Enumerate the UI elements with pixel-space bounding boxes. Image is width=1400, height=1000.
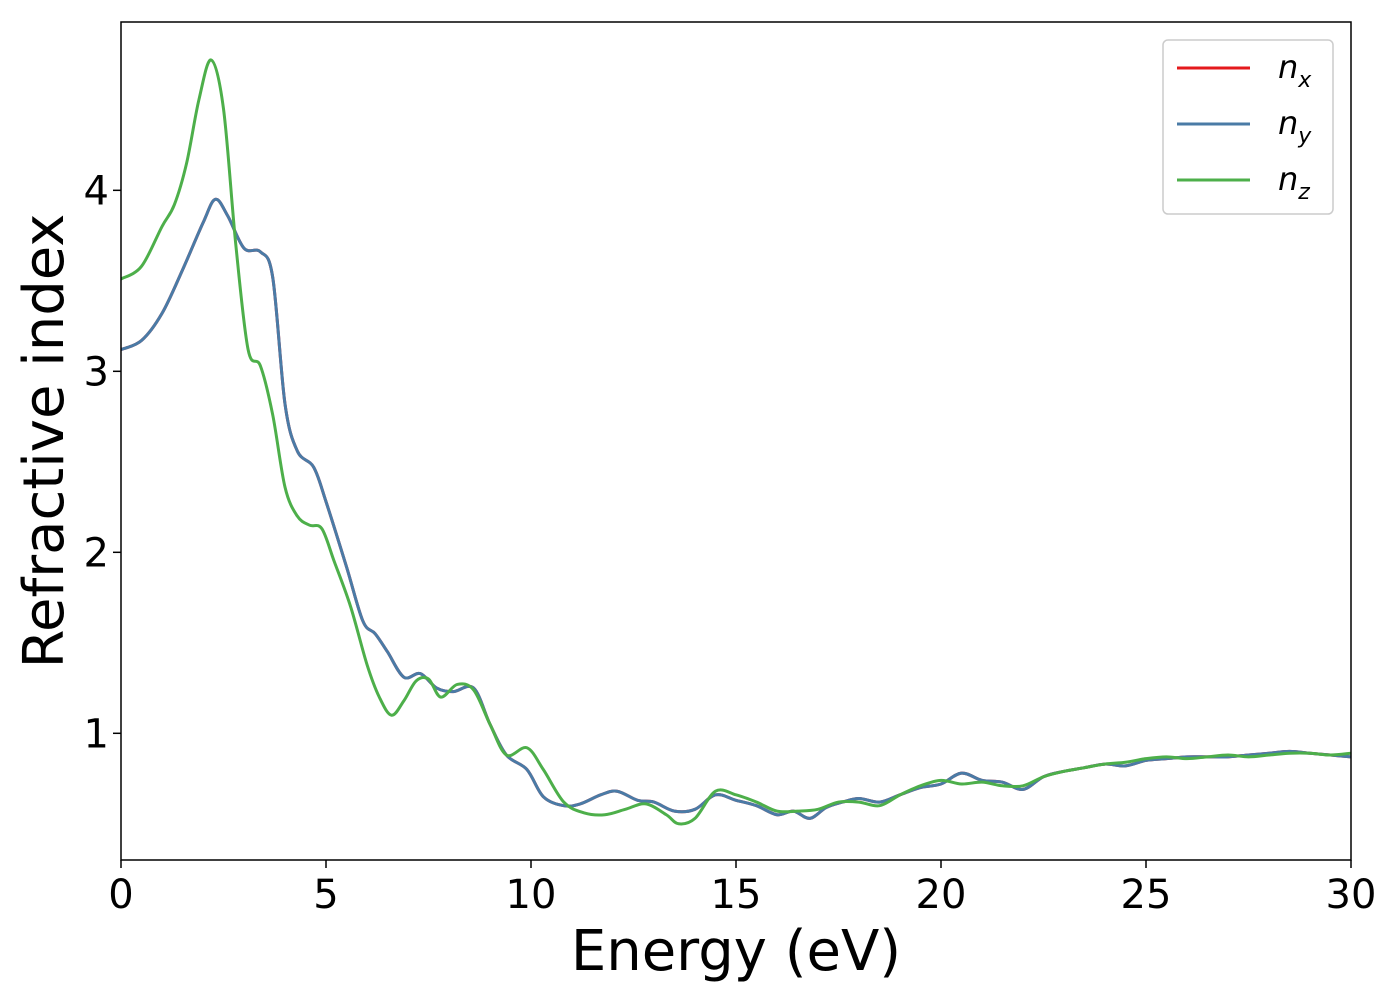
legend-label-n-z: nz <box>1278 160 1310 205</box>
x-tick-label: 25 <box>1121 872 1172 918</box>
series-line-n-y <box>121 197 1351 820</box>
x-axis-ticks: 0 5 10 15 20 25 30 <box>108 860 1376 918</box>
series-line-n-z <box>121 58 1351 826</box>
plot-background <box>121 22 1351 860</box>
legend: nx ny nz <box>1162 39 1334 215</box>
y-tick-label: 2 <box>84 530 109 576</box>
y-tick-label: 3 <box>84 349 109 395</box>
x-axis-title: Energy (eV) <box>571 919 901 984</box>
x-tick-label: 15 <box>711 872 762 918</box>
x-tick-label: 10 <box>506 872 557 918</box>
legend-label-n-y: ny <box>1278 104 1312 149</box>
x-tick-label: 0 <box>108 872 133 918</box>
x-tick-label: 30 <box>1326 872 1377 918</box>
legend-label-n-x: nx <box>1278 48 1312 93</box>
y-tick-label: 4 <box>84 168 109 214</box>
x-tick-label: 20 <box>916 872 967 918</box>
y-tick-label: 1 <box>84 711 109 757</box>
x-tick-label: 5 <box>313 872 338 918</box>
series-layer <box>121 58 1351 826</box>
legend-box <box>1162 39 1334 215</box>
y-axis-title: Refractive index <box>12 214 77 669</box>
y-axis-ticks: 1 2 3 4 <box>84 168 121 757</box>
